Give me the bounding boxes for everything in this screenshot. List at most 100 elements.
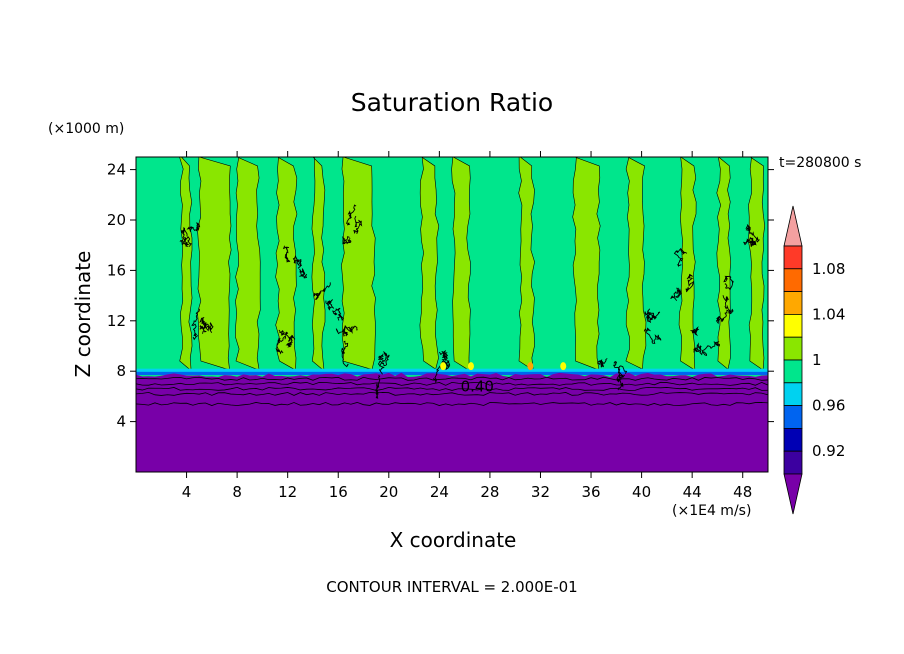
x-tick-label: 20 xyxy=(379,483,398,501)
turbulence-contour xyxy=(299,268,308,279)
colorbar-segment xyxy=(783,268,803,292)
turbulence-contour xyxy=(292,255,303,269)
colorbar-segment xyxy=(783,313,803,338)
turbulence-contour xyxy=(647,311,661,320)
colorbar-segment xyxy=(783,427,803,452)
plot-frame xyxy=(135,156,769,473)
turbulence-contour xyxy=(699,341,720,356)
turbulence-contour xyxy=(612,360,626,383)
turbulence-contour xyxy=(715,308,734,325)
y-tick-label: 16 xyxy=(107,261,126,279)
supersaturated-column xyxy=(235,157,261,371)
turbulence-contour xyxy=(693,342,703,353)
x-tick-label: 16 xyxy=(329,483,348,501)
turbulence-contour xyxy=(181,226,190,246)
contour-label: 0.40 xyxy=(461,377,494,395)
turbulence-contour xyxy=(617,365,628,391)
y-tick-label: 24 xyxy=(107,161,126,179)
turbulence-contour xyxy=(199,322,214,333)
supersaturated-patch xyxy=(527,362,534,371)
turbulence-contour xyxy=(377,351,390,367)
turbulence-contour xyxy=(378,353,385,375)
colorbar-segment xyxy=(783,382,803,406)
turbulence-contour xyxy=(597,358,608,368)
x-tick-label: 40 xyxy=(632,483,651,501)
turbulence-contour xyxy=(353,215,363,235)
x-tick-label: 28 xyxy=(480,483,499,501)
turbulence-contour xyxy=(325,299,335,311)
turbulence-contour xyxy=(332,307,344,321)
turbulence-contour xyxy=(186,222,201,233)
turbulence-contour xyxy=(670,287,682,301)
colorbar-label: 1 xyxy=(812,351,822,369)
colorbar-label: 1.04 xyxy=(812,305,845,323)
turbulence-contour xyxy=(438,349,448,361)
colorbar-bottom-arrow xyxy=(783,473,803,515)
chart-title: Saturation Ratio xyxy=(350,88,554,117)
turbulence-contour xyxy=(743,236,757,246)
colorbar-segment xyxy=(783,450,803,475)
colorbar-segment xyxy=(783,405,803,429)
turbulence-contour xyxy=(375,375,381,399)
turbulence-contour xyxy=(643,327,662,344)
contour-line xyxy=(136,381,768,386)
colorbar-label: 0.96 xyxy=(812,397,845,415)
colorbar-label: 0.92 xyxy=(812,442,845,460)
y-tick-label: 20 xyxy=(107,211,126,229)
x-tick-label: 8 xyxy=(232,483,242,501)
turbulence-contour xyxy=(341,340,349,368)
turbulence-contour xyxy=(745,224,760,243)
contour-line xyxy=(136,402,768,406)
x-axis-label: X coordinate xyxy=(389,528,517,552)
turbulence-contour xyxy=(723,275,734,291)
y-tick-label: 12 xyxy=(107,312,126,330)
supersaturated-column xyxy=(518,157,535,371)
colorbar-segment xyxy=(783,291,803,315)
turbulence-contour xyxy=(673,248,688,268)
y-tick-label: 4 xyxy=(116,413,126,431)
turbulence-contour xyxy=(191,308,200,341)
turbulence-contour xyxy=(283,245,291,263)
x-tick-label: 4 xyxy=(182,483,192,501)
supersaturated-column xyxy=(451,157,471,371)
supersaturated-column xyxy=(197,157,232,371)
supersaturated-column xyxy=(572,157,601,371)
transition-band-blue xyxy=(136,371,768,375)
supersaturated-patch xyxy=(560,362,567,371)
turbulence-contour xyxy=(345,204,357,226)
turbulence-contour xyxy=(313,282,331,300)
supersaturated-patch xyxy=(467,362,474,371)
turbulence-contour xyxy=(685,273,695,293)
supersaturated-patch xyxy=(440,362,447,371)
turbulence-contour xyxy=(432,359,451,383)
plot-area: 0.40 xyxy=(136,157,768,472)
turbulence-contour xyxy=(285,334,294,348)
contour-line xyxy=(136,391,768,396)
colorbar-legend: 1.08 1.04 1 0.96 0.92 xyxy=(783,205,845,515)
x-tick-label: 32 xyxy=(531,483,550,501)
colorbar-segment xyxy=(783,359,803,384)
turbulence-contour xyxy=(341,235,352,245)
contour-interval-note: CONTOUR INTERVAL = 2.000E-01 xyxy=(326,578,578,596)
colorbar-top-arrow xyxy=(783,205,803,247)
turbulence-contour xyxy=(335,325,353,337)
contour-line xyxy=(136,386,768,391)
x-tick-label: 12 xyxy=(278,483,297,501)
turbulence-contour xyxy=(690,326,700,337)
y-tick-label: 8 xyxy=(116,362,126,380)
turbulence-contour xyxy=(278,329,296,342)
turbulence-contour xyxy=(275,334,286,355)
contour-line xyxy=(136,376,768,381)
x-tick-label: 44 xyxy=(683,483,702,501)
timestamp-label: t=280800 s xyxy=(779,155,862,171)
colorbar-label: 1.08 xyxy=(812,260,845,278)
x-tick-label: 24 xyxy=(430,483,449,501)
colorbar-segment xyxy=(783,336,803,361)
dry-layer xyxy=(136,372,768,472)
supersaturated-column xyxy=(419,157,440,371)
x-tick-label: 48 xyxy=(733,483,752,501)
turbulence-contour xyxy=(179,235,192,247)
supersaturated-column xyxy=(341,157,376,371)
